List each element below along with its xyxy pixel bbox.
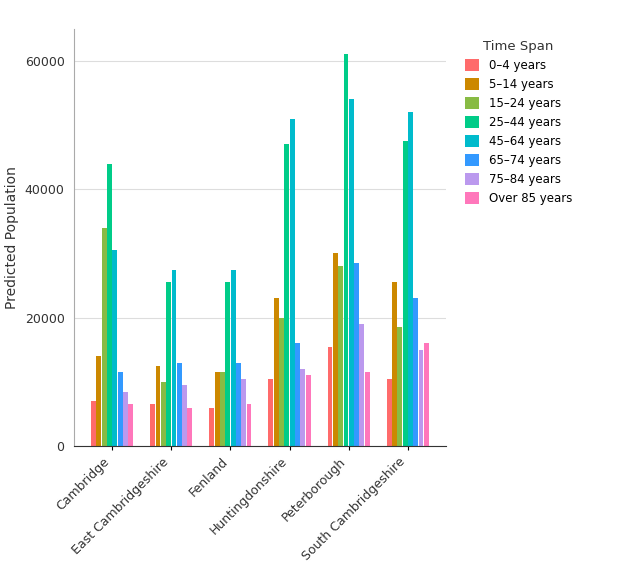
Bar <box>102 228 106 446</box>
Bar <box>123 392 128 446</box>
Bar <box>91 401 96 446</box>
Bar <box>354 263 359 446</box>
Bar <box>113 250 118 446</box>
Bar <box>392 283 397 446</box>
Bar <box>418 350 423 446</box>
Bar <box>295 343 300 446</box>
Bar <box>413 299 418 446</box>
Bar <box>402 141 407 446</box>
Bar <box>246 404 251 446</box>
Bar <box>128 404 133 446</box>
Bar <box>167 283 171 446</box>
Bar <box>150 404 155 446</box>
Bar <box>269 379 274 446</box>
Bar <box>177 363 182 446</box>
Bar <box>97 356 102 446</box>
Bar <box>118 372 123 446</box>
Bar <box>424 343 429 446</box>
Bar <box>333 253 338 446</box>
Bar <box>387 379 392 446</box>
Bar <box>225 283 230 446</box>
Bar <box>290 118 295 446</box>
Bar <box>300 369 305 446</box>
Bar <box>306 375 311 446</box>
Bar <box>284 144 289 446</box>
Bar <box>171 269 176 446</box>
Bar <box>241 379 246 446</box>
Bar <box>360 324 365 446</box>
Bar <box>215 372 220 446</box>
Bar <box>338 267 343 446</box>
Bar <box>182 385 187 446</box>
Bar <box>107 164 112 446</box>
Bar <box>279 317 284 446</box>
Bar <box>408 112 413 446</box>
Bar <box>344 54 348 446</box>
Bar <box>349 100 353 446</box>
Bar <box>231 269 236 446</box>
Bar <box>209 408 214 446</box>
Bar <box>155 366 160 446</box>
Bar <box>161 382 166 446</box>
Bar <box>236 363 241 446</box>
Bar <box>274 299 279 446</box>
Bar <box>365 372 370 446</box>
Legend: 0–4 years, 5–14 years, 15–24 years, 25–44 years, 45–64 years, 65–74 years, 75–84: 0–4 years, 5–14 years, 15–24 years, 25–4… <box>459 34 578 211</box>
Y-axis label: Predicted Population: Predicted Population <box>5 166 19 309</box>
Bar <box>397 327 402 446</box>
Bar <box>327 347 332 446</box>
Bar <box>188 408 193 446</box>
Bar <box>220 372 225 446</box>
